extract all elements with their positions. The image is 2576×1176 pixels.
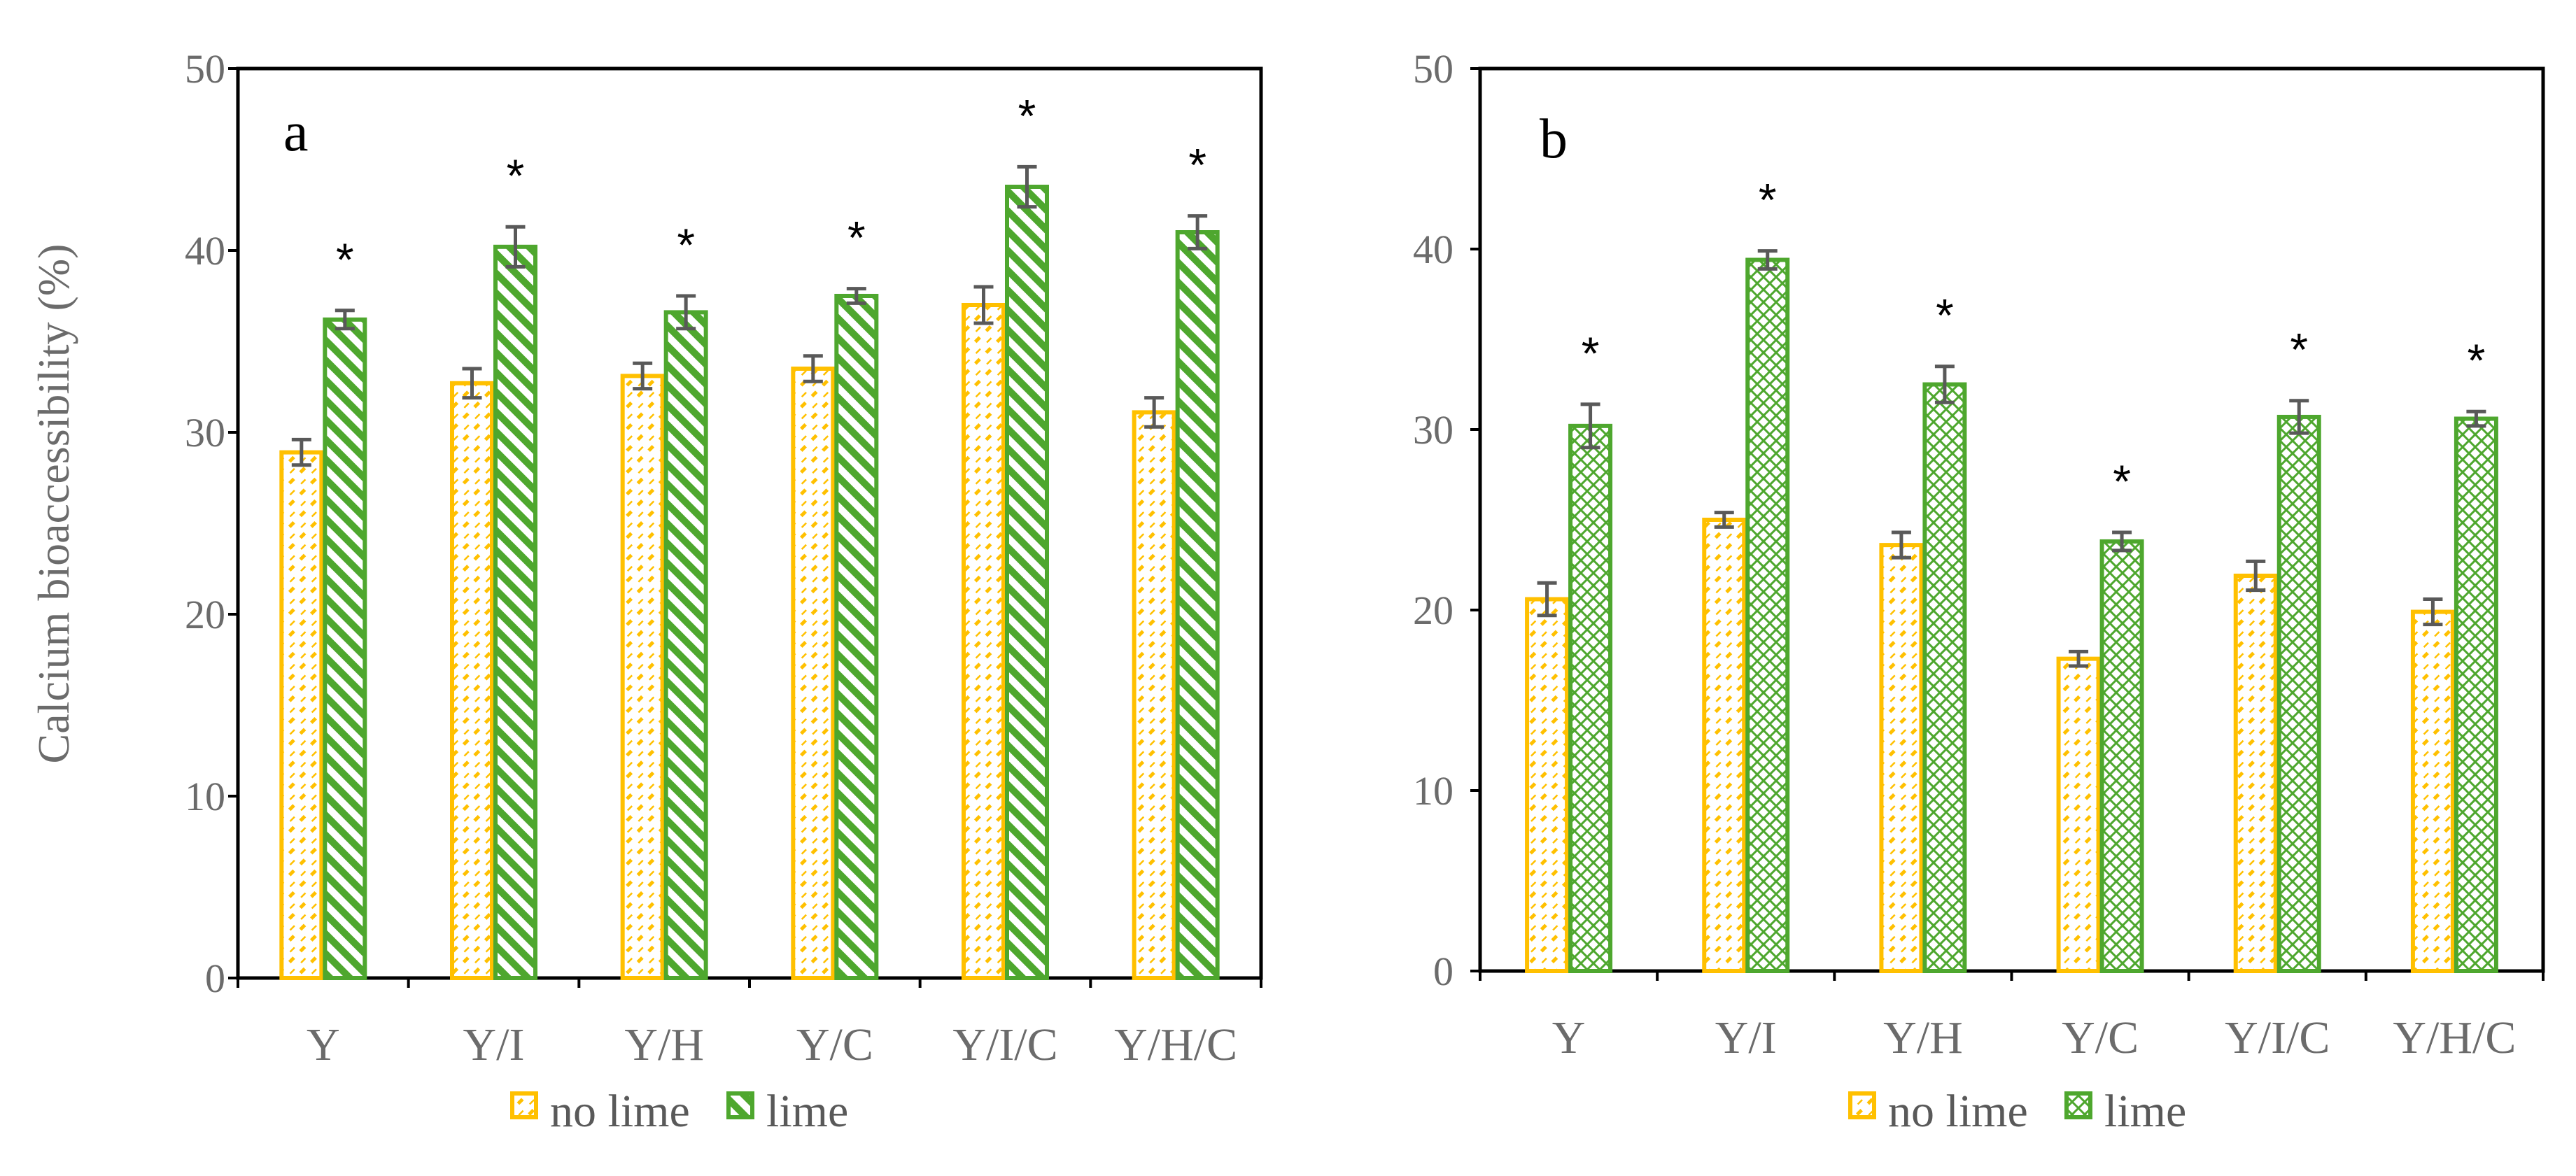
- significance-marker: *: [2468, 334, 2486, 386]
- bar-lime: [663, 310, 708, 980]
- plot-frame: [236, 66, 1263, 980]
- significance-marker: *: [2113, 455, 2131, 507]
- bar-no-lime: [1702, 518, 1747, 973]
- legend-panel-b: no lime lime: [1848, 1086, 2186, 1137]
- bar-no-lime: [962, 303, 1006, 980]
- significance-marker: *: [677, 219, 695, 271]
- x-category-label: Y/H/C: [2393, 1012, 2516, 1063]
- plot-frame: [1478, 66, 2545, 973]
- significance-marker: *: [2290, 324, 2308, 376]
- bar-lime: [1005, 185, 1049, 980]
- x-category-label: Y: [1552, 1012, 1586, 1063]
- y-tick-label: 40: [185, 228, 225, 274]
- bar-no-lime: [791, 367, 836, 980]
- bar-lime: [323, 317, 367, 980]
- bar-no-lime: [2410, 609, 2455, 973]
- legend-label-lime: lime: [2104, 1086, 2186, 1137]
- x-category-label: Y: [307, 1019, 340, 1070]
- bar-lime: [834, 294, 879, 980]
- y-tick-label: 0: [205, 956, 225, 1001]
- legend-swatch-lime: [2064, 1091, 2092, 1119]
- panel-label-a: a: [283, 101, 309, 163]
- significance-marker: *: [336, 234, 354, 285]
- x-category-label: Y/H/C: [1114, 1019, 1237, 1070]
- y-tick-label: 10: [1413, 768, 1454, 814]
- bar-no-lime: [1879, 543, 1924, 973]
- significance-marker: *: [1582, 327, 1600, 379]
- y-tick-label: 10: [185, 774, 225, 819]
- y-tick-label: 0: [1433, 949, 1454, 994]
- panel-label-b: b: [1540, 108, 1568, 170]
- legend-label-no-lime: no lime: [550, 1086, 690, 1137]
- y-tick-label: 20: [185, 592, 225, 637]
- y-tick-label: 50: [1413, 46, 1454, 92]
- y-tick-label: 40: [1413, 227, 1454, 272]
- y-tick-label: 30: [185, 410, 225, 455]
- significance-marker: *: [1018, 90, 1036, 141]
- y-tick-label: 50: [185, 46, 225, 92]
- bar-no-lime: [1525, 597, 1570, 973]
- legend-panel-a: no lime lime: [510, 1086, 848, 1137]
- bar-no-lime: [279, 450, 324, 980]
- y-tick-label: 20: [1413, 588, 1454, 633]
- legend-swatch-lime: [726, 1091, 754, 1119]
- bar-lime: [1568, 423, 1613, 973]
- significance-marker: *: [1759, 174, 1777, 226]
- legend-label-no-lime: no lime: [1888, 1086, 2028, 1137]
- x-category-label: Y/I: [463, 1019, 525, 1070]
- legend-label-lime: lime: [766, 1086, 848, 1137]
- x-category-label: Y/H: [1883, 1012, 1963, 1063]
- significance-marker: *: [1188, 139, 1206, 191]
- significance-marker: *: [507, 150, 525, 201]
- chart-panel-a: 0 10 20 30 40 50 Y * Y/I * Y/H * Y/C * Y/I/C * Y/H/C *: [185, 46, 1263, 1070]
- x-category-label: Y/H: [624, 1019, 704, 1070]
- legend-swatch-no-lime: [1848, 1091, 1876, 1119]
- significance-marker: *: [847, 212, 866, 264]
- bar-no-lime: [2056, 656, 2101, 973]
- y-axis-label: Calcium bioaccessibility (%): [29, 244, 78, 764]
- legend-swatch-no-lime: [510, 1091, 538, 1119]
- y-tick-label: 30: [1413, 407, 1454, 453]
- x-category-label: Y/C: [2062, 1012, 2139, 1063]
- bar-no-lime: [1132, 410, 1176, 980]
- chart-panel-b: 0 10 20 30 40 50 Y * Y/I * Y/H * Y/C * Y/I/C * Y/H/C *: [1413, 46, 2545, 1063]
- bar-lime: [1922, 382, 1967, 973]
- x-category-label: Y/I: [1715, 1012, 1777, 1063]
- x-category-label: Y/I/C: [2225, 1012, 2330, 1063]
- significance-marker: *: [1936, 290, 1954, 341]
- bar-lime: [2276, 414, 2321, 973]
- x-category-label: Y/C: [796, 1019, 873, 1070]
- bar-lime: [1745, 257, 1790, 974]
- bar-lime: [493, 244, 537, 980]
- bar-no-lime: [620, 374, 665, 980]
- bar-lime: [2099, 539, 2144, 973]
- x-category-label: Y/I/C: [952, 1019, 1057, 1070]
- bar-no-lime: [2233, 573, 2278, 973]
- bar-no-lime: [450, 381, 494, 980]
- bar-lime: [2454, 416, 2498, 973]
- bar-lime: [1175, 230, 1220, 980]
